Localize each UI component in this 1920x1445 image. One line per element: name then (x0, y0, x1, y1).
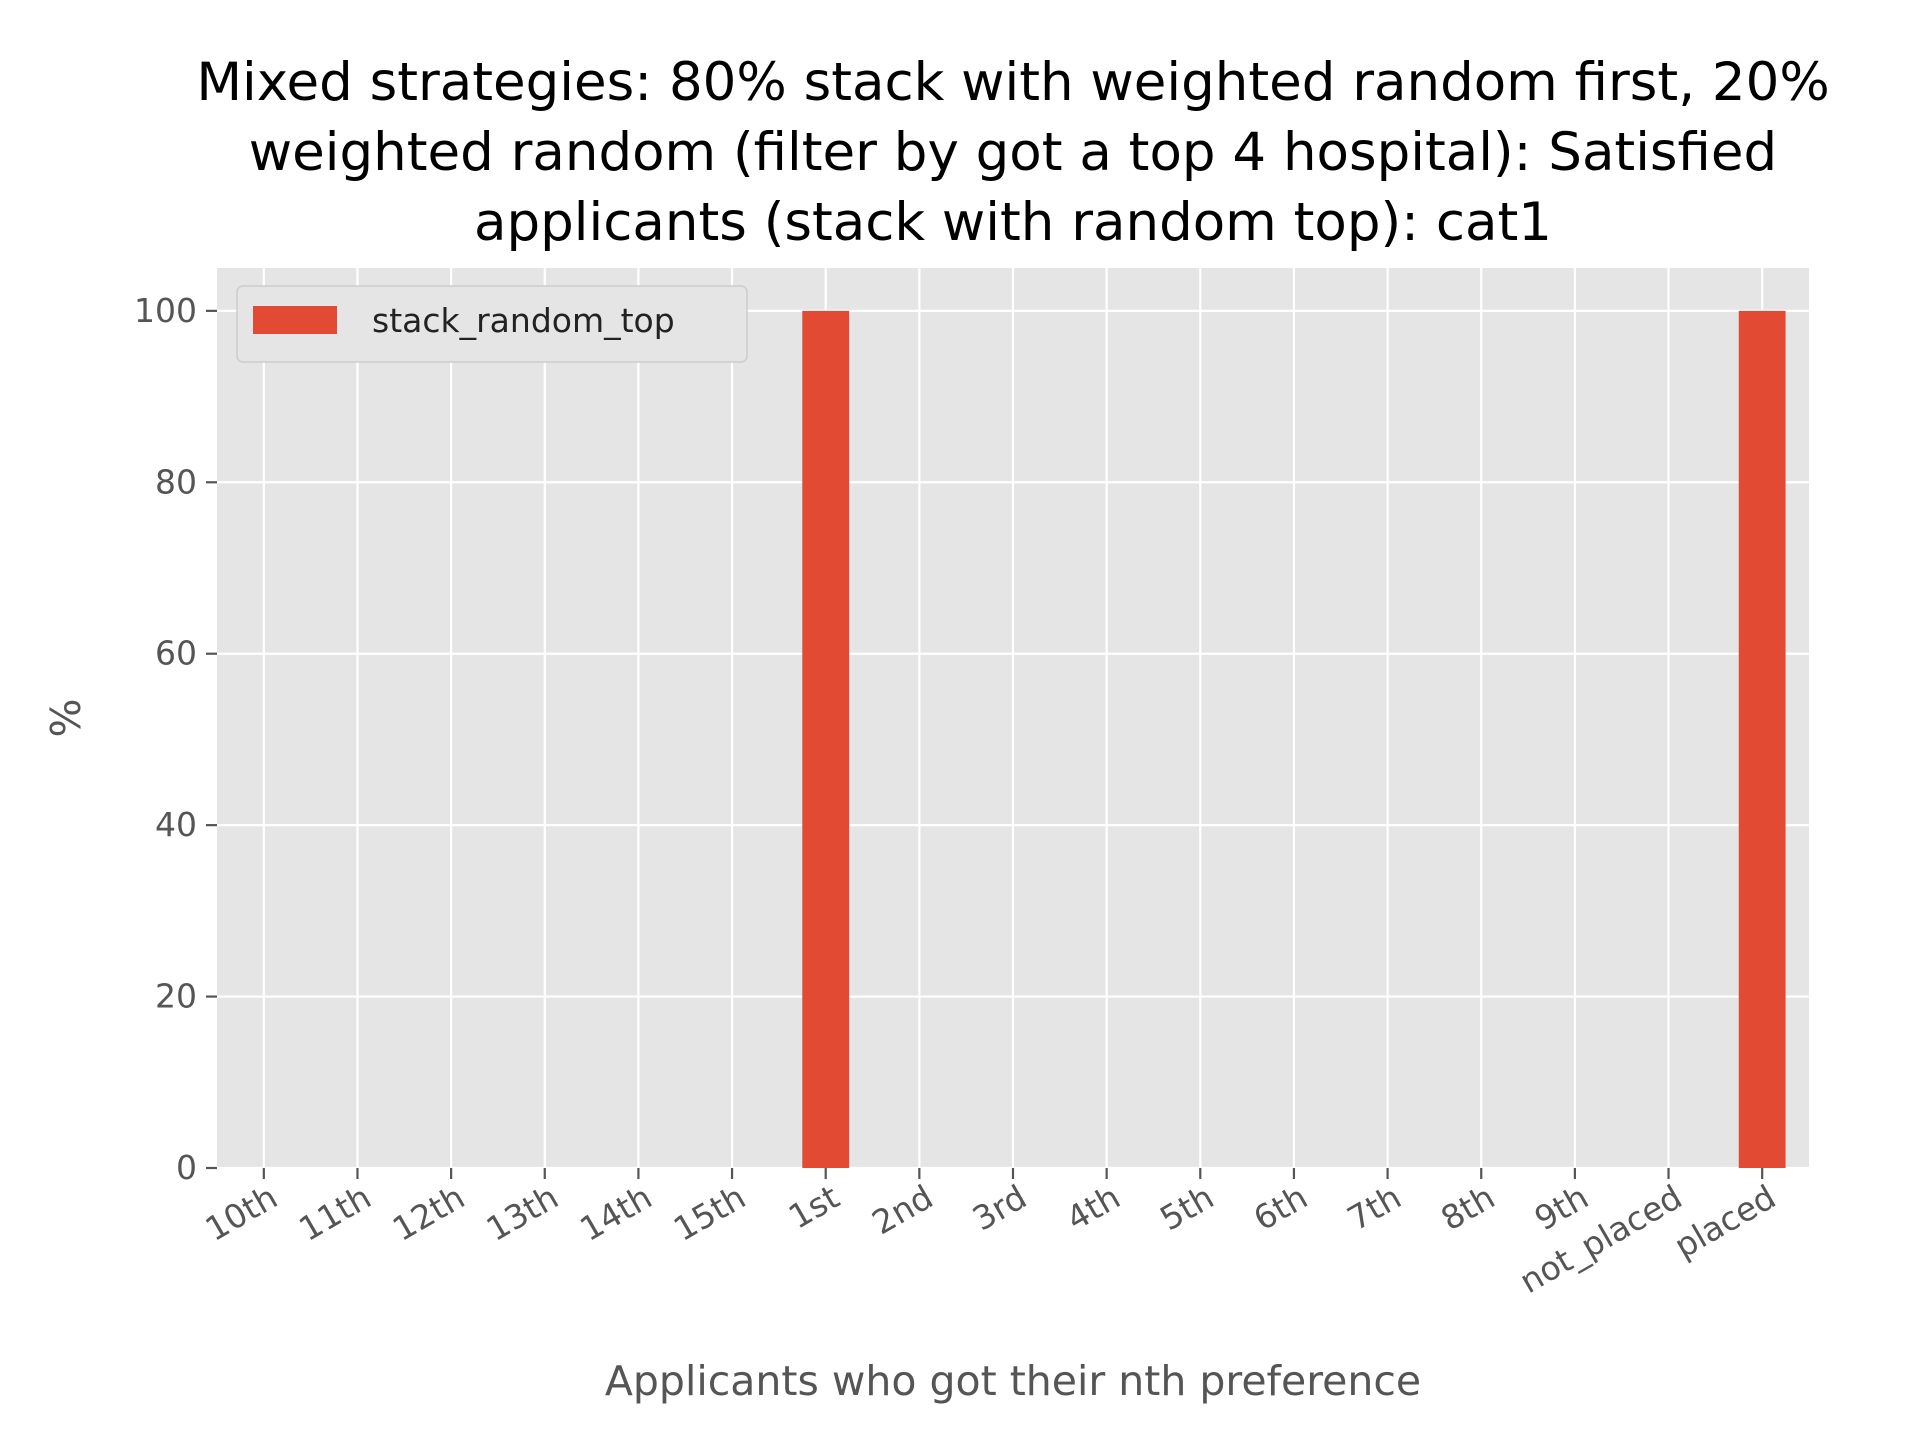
x-tick-label: 12th (386, 1177, 471, 1249)
x-tick-label: 5th (1153, 1177, 1220, 1238)
bar-1st (802, 310, 850, 1168)
x-tick-label: 8th (1434, 1177, 1501, 1238)
chart-title-line-1: Mixed strategies: 80% stack with weighte… (196, 52, 1829, 113)
chart-title-line-2: weighted random (filter by got a top 4 h… (249, 122, 1777, 183)
y-tick-label: 100 (134, 291, 197, 330)
x-tick-label: 7th (1341, 1177, 1408, 1238)
legend-frame (236, 285, 748, 363)
x-tick-label: placed (1668, 1177, 1783, 1266)
y-tick-label: 40 (155, 805, 197, 844)
x-tick-label: 15th (667, 1177, 752, 1249)
x-tick-label: not_placed (1513, 1177, 1689, 1301)
x-tick-label: 2nd (865, 1177, 939, 1242)
x-tick-label: 3rd (966, 1177, 1033, 1238)
legend: stack_random_top (236, 285, 748, 363)
y-tick-label: 0 (176, 1148, 197, 1187)
x-tick-label: 11th (292, 1177, 377, 1249)
x-tick-label: 10th (199, 1177, 284, 1249)
y-tick-label: 80 (155, 462, 197, 501)
grid (217, 268, 1809, 1170)
y-axis-ticks: 0 20 40 60 80 100 (134, 291, 217, 1187)
bars (802, 310, 1786, 1168)
legend-label: stack_random_top (372, 301, 675, 340)
y-axis-label: % (42, 699, 90, 738)
legend-swatch (253, 306, 337, 334)
chart-title: Mixed strategies: 80% stack with weighte… (196, 52, 1829, 253)
x-axis-ticks: 10th 11th 12th 13th 14th 15th 1st 2nd 3rd 4th 5th 6… (199, 1168, 1783, 1301)
y-tick-label: 60 (155, 634, 197, 673)
bar-placed (1738, 310, 1786, 1168)
chart-title-line-3: applicants (stack with random top): cat1 (474, 192, 1552, 253)
x-tick-label: 14th (573, 1177, 658, 1249)
x-tick-label: 4th (1060, 1177, 1127, 1238)
y-tick-label: 20 (155, 977, 197, 1016)
x-tick-label: 1st (782, 1177, 846, 1236)
x-tick-label: 13th (480, 1177, 565, 1249)
x-tick-label: 6th (1247, 1177, 1314, 1238)
x-axis-label: Applicants who got their nth preference (605, 1357, 1421, 1405)
